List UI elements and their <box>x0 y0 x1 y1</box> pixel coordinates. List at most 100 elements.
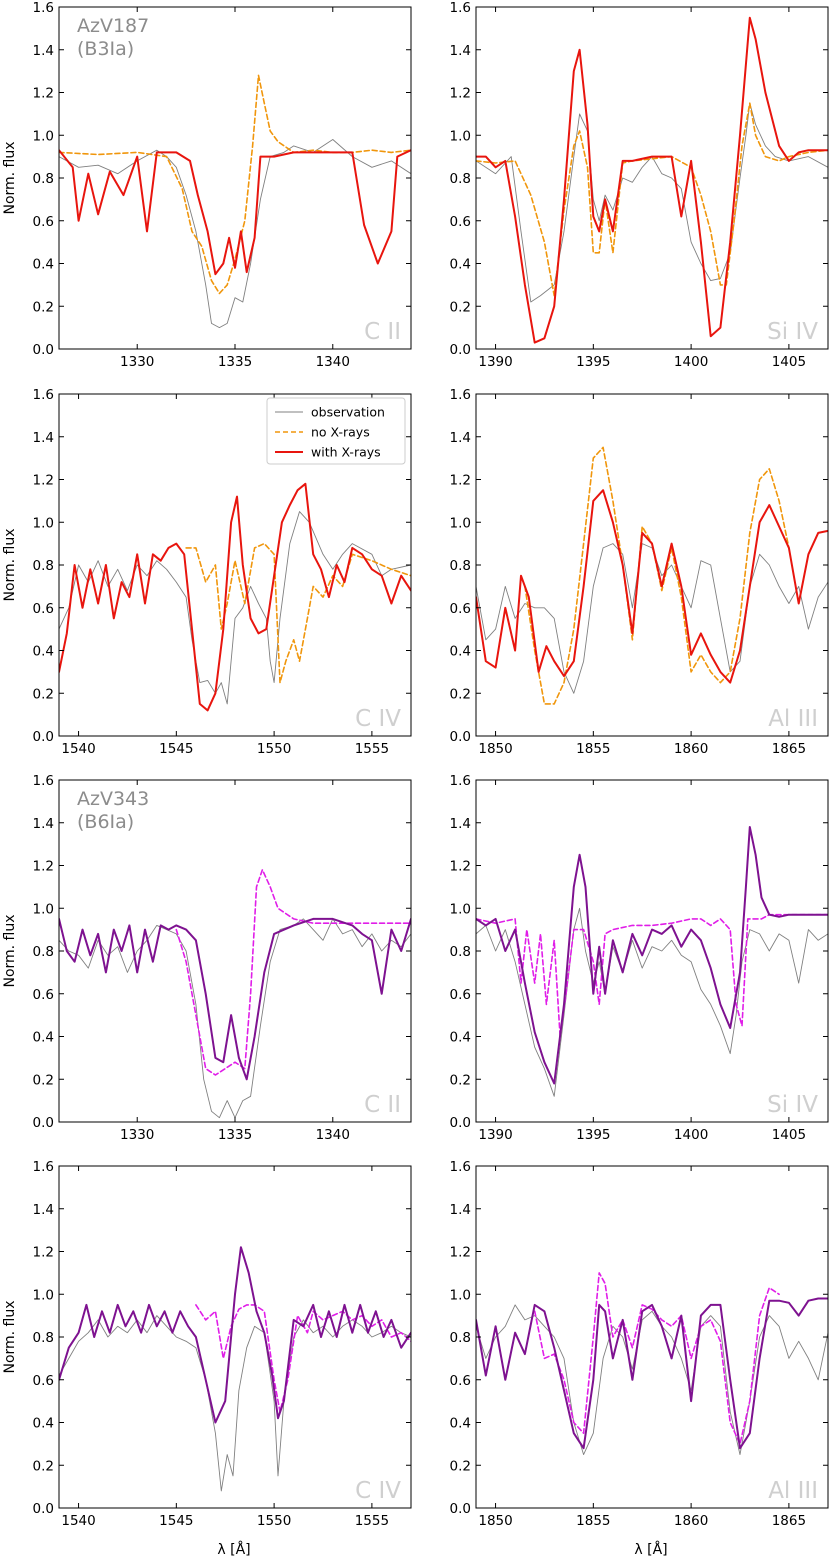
y-tick-label: 1.0 <box>33 901 54 917</box>
y-tick-label: 0.4 <box>33 644 54 660</box>
x-tick-label: 1395 <box>576 354 610 370</box>
y-tick-label: 1.4 <box>33 43 54 59</box>
y-tick-label: 1.0 <box>450 1287 471 1303</box>
y-tick-label: 0.6 <box>450 601 471 617</box>
series-line-xray <box>476 16 828 344</box>
series-group <box>59 482 411 712</box>
x-tick-label: 1860 <box>674 741 708 757</box>
y-tick-label: 0.8 <box>33 171 54 187</box>
star-name: AzV343 <box>77 788 149 810</box>
series-line-obs <box>59 918 411 1119</box>
ion-label: C IV <box>355 1478 401 1504</box>
y-tick-label: 0.8 <box>450 558 471 574</box>
y-tick-label: 0.2 <box>450 1458 471 1474</box>
x-tick-label: 1850 <box>478 1513 512 1529</box>
x-tick-label: 1330 <box>120 354 154 370</box>
x-tick-label: 1545 <box>159 741 193 757</box>
ion-label: C II <box>364 1092 401 1118</box>
series-line-obs <box>59 139 411 329</box>
x-tick-label: 1400 <box>674 354 708 370</box>
y-tick-label: 0.0 <box>33 729 54 745</box>
y-tick-label: 1.2 <box>33 473 54 489</box>
panel-azv187-siiv: Si IV 0.0 0.2 0.4 0.6 0.8 1.0 1.2 1.4 1.6 1390 1395… <box>450 0 829 370</box>
y-tick-label: 0.4 <box>450 644 471 660</box>
legend: observation no X-rays with X-rays <box>266 397 406 465</box>
x-tick-label: 1865 <box>772 741 806 757</box>
x-tick-label: 1330 <box>120 1127 154 1143</box>
panel-azv343-civ: C IV 0.0 0.2 0.4 0.6 0.8 1.0 1.2 1.4 1.6 1540 1545 1… <box>2 1159 412 1529</box>
y-tick-label: 0.2 <box>33 686 54 702</box>
y-tick-label: 0.0 <box>450 342 471 358</box>
y-tick-label: 0.8 <box>33 1330 54 1346</box>
y-tick-label: 1.6 <box>33 1159 54 1175</box>
y-tick-label: 1.2 <box>450 1245 471 1261</box>
ion-label: Si IV <box>767 319 818 345</box>
y-tick-label: 0.8 <box>450 1330 471 1346</box>
x-axis-label-right: λ [Å] <box>634 1541 667 1558</box>
y-tick-label: 0.2 <box>33 1072 54 1088</box>
series-line-obs <box>59 1315 411 1492</box>
y-tick-label: 0.4 <box>450 1416 471 1432</box>
y-tick-label: 1.0 <box>450 515 471 531</box>
panel-azv187-cii: C II AzV187(B3Ia) 0.0 0.2 0.4 0.6 0.8 1.0 1.2 1.4… <box>2 0 412 370</box>
legend-box <box>266 397 406 465</box>
x-tick-label: 1550 <box>257 1513 291 1529</box>
x-tick-label: 1405 <box>772 354 806 370</box>
y-tick-label: 0.0 <box>450 1115 471 1131</box>
ion-label: Al III <box>768 1478 818 1504</box>
series-line-xray <box>59 1246 411 1424</box>
y-tick-label: 0.0 <box>33 342 54 358</box>
y-tick-label: 1.4 <box>450 43 471 59</box>
y-tick-label: 1.4 <box>33 816 54 832</box>
y-tick-label: 0.4 <box>450 257 471 273</box>
x-tick-label: 1405 <box>772 1127 806 1143</box>
x-tick-label: 1540 <box>61 741 95 757</box>
y-tick-label: 1.6 <box>33 773 54 789</box>
y-tick-label: 1.2 <box>33 1245 54 1261</box>
x-tick-label: 1545 <box>159 1513 193 1529</box>
series-group <box>476 16 828 344</box>
x-tick-label: 1555 <box>355 1513 389 1529</box>
ion-label: C IV <box>355 706 401 732</box>
y-tick-label: 1.0 <box>33 1287 54 1303</box>
x-tick-label: 1335 <box>218 354 252 370</box>
y-tick-label: 0.6 <box>33 601 54 617</box>
y-tick-label: 0.6 <box>450 1373 471 1389</box>
spectral-type: (B3Ia) <box>77 38 134 60</box>
series-line-xray <box>59 917 411 1081</box>
x-tick-label: 1550 <box>257 741 291 757</box>
x-tick-label: 1395 <box>576 1127 610 1143</box>
series-line-xray <box>476 1297 828 1450</box>
y-tick-label: 0.6 <box>450 987 471 1003</box>
series-group <box>476 826 828 1097</box>
series-group <box>476 446 828 705</box>
series-line-xray <box>476 489 828 684</box>
legend-entry: observation <box>311 405 385 420</box>
panel-azv187-civ: C IV 0.0 0.2 0.4 0.6 0.8 1.0 1.2 1.4 1.6 1540 1545 1… <box>2 387 412 757</box>
x-tick-label: 1340 <box>316 1127 350 1143</box>
y-tick-label: 1.4 <box>33 1202 54 1218</box>
x-tick-label: 1865 <box>772 1513 806 1529</box>
x-tick-label: 1400 <box>674 1127 708 1143</box>
y-tick-label: 1.6 <box>450 773 471 789</box>
x-tick-label: 1390 <box>478 1127 512 1143</box>
spectral-type: (B6Ia) <box>77 811 134 833</box>
y-tick-label: 0.4 <box>450 1030 471 1046</box>
series-group <box>59 869 411 1119</box>
y-tick-label: 0.0 <box>450 729 471 745</box>
series-line-obs <box>476 1304 828 1456</box>
y-tick-label: 0.6 <box>450 214 471 230</box>
series-line-noxray <box>533 1272 780 1445</box>
x-tick-label: 1540 <box>61 1513 95 1529</box>
x-tick-label: 1340 <box>316 354 350 370</box>
y-tick-label: 1.2 <box>33 86 54 102</box>
series-line-obs <box>59 511 411 705</box>
y-tick-label: 0.6 <box>33 1373 54 1389</box>
legend-entry: no X-rays <box>311 425 370 440</box>
y-tick-label: 1.2 <box>450 86 471 102</box>
y-axis-label: Norm. flux <box>2 528 18 601</box>
x-axis-labels: λ [Å] λ [Å] <box>217 1541 667 1558</box>
x-tick-label: 1855 <box>576 741 610 757</box>
y-tick-label: 0.0 <box>33 1501 54 1517</box>
y-tick-label: 0.2 <box>33 1458 54 1474</box>
